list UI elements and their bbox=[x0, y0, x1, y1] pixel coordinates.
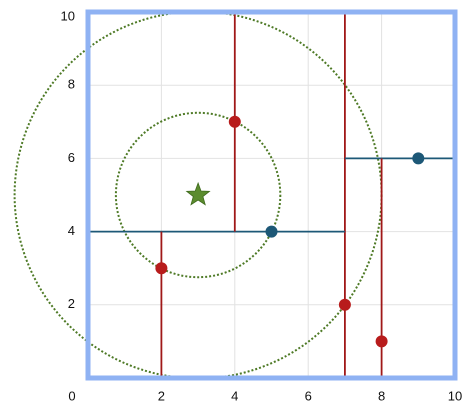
point bbox=[155, 262, 168, 275]
x-tick-label: 4 bbox=[231, 388, 238, 403]
y-tick-label: 10 bbox=[61, 8, 75, 23]
point bbox=[375, 335, 388, 348]
point bbox=[338, 298, 351, 311]
y-tick-label: 8 bbox=[68, 77, 75, 92]
x-tick-label: 10 bbox=[448, 388, 462, 403]
point bbox=[265, 225, 278, 238]
search-circle bbox=[114, 111, 282, 279]
point bbox=[228, 115, 241, 128]
x-tick-label: 6 bbox=[305, 388, 312, 403]
x-tick-label: 0 bbox=[68, 388, 75, 403]
point bbox=[412, 152, 425, 165]
y-tick-label: 2 bbox=[68, 296, 75, 311]
plot-frame bbox=[85, 9, 458, 381]
x-tick-label: 2 bbox=[158, 388, 165, 403]
y-tick-label: 4 bbox=[68, 223, 75, 238]
y-tick-label: 6 bbox=[68, 150, 75, 165]
x-tick-label: 8 bbox=[378, 388, 385, 403]
query-star bbox=[185, 181, 211, 206]
